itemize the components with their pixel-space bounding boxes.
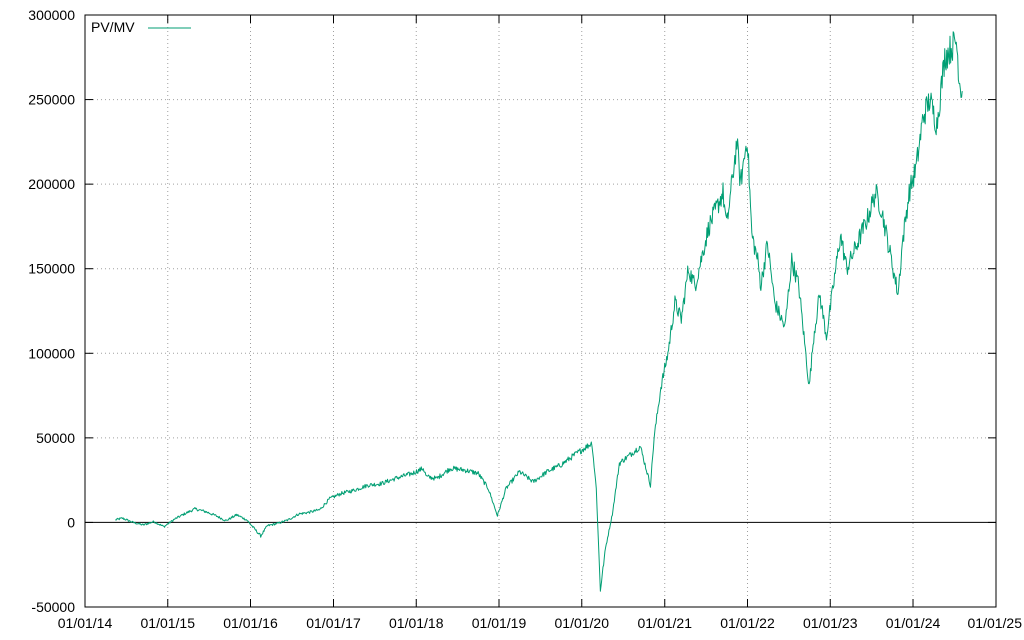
x-tick-label: 01/01/24 xyxy=(886,615,941,631)
y-tick-label: 100000 xyxy=(28,345,75,361)
y-tick-label: -50000 xyxy=(31,599,75,615)
x-tick-label: 01/01/16 xyxy=(223,615,278,631)
plot-frame xyxy=(84,14,997,608)
legend-label-pv-mv: PV/MV xyxy=(91,19,135,35)
x-tick-label: 01/01/21 xyxy=(637,615,692,631)
y-tick-label: 50000 xyxy=(36,430,75,446)
x-tick-label: 01/01/18 xyxy=(389,615,444,631)
x-tick-label: 01/01/14 xyxy=(58,615,113,631)
y-tick-label: 200000 xyxy=(28,176,75,192)
series-line-pv-mv xyxy=(115,31,963,592)
x-tick-label: 01/01/15 xyxy=(141,615,196,631)
x-tick-label: 01/01/23 xyxy=(803,615,858,631)
y-tick-label: 300000 xyxy=(28,7,75,23)
series-layer xyxy=(115,31,963,592)
grid xyxy=(85,15,996,607)
y-tick-label: 150000 xyxy=(28,261,75,277)
y-tick-label: 0 xyxy=(67,514,75,530)
x-tick-label: 01/01/25 xyxy=(968,615,1023,631)
x-axis: 01/01/14 01/01/15 01/01/16 01/01/17 01/01/18… xyxy=(58,15,1022,631)
y-axis: -50000 0 50000 100000 150000 200000 250000 3000… xyxy=(28,7,996,615)
x-tick-label: 01/01/19 xyxy=(472,615,527,631)
x-tick-label: 01/01/20 xyxy=(555,615,610,631)
y-tick-label: 250000 xyxy=(28,92,75,108)
x-tick-label: 01/01/17 xyxy=(306,615,361,631)
x-tick-label: 01/01/22 xyxy=(720,615,775,631)
legend: PV/MV xyxy=(91,19,191,35)
